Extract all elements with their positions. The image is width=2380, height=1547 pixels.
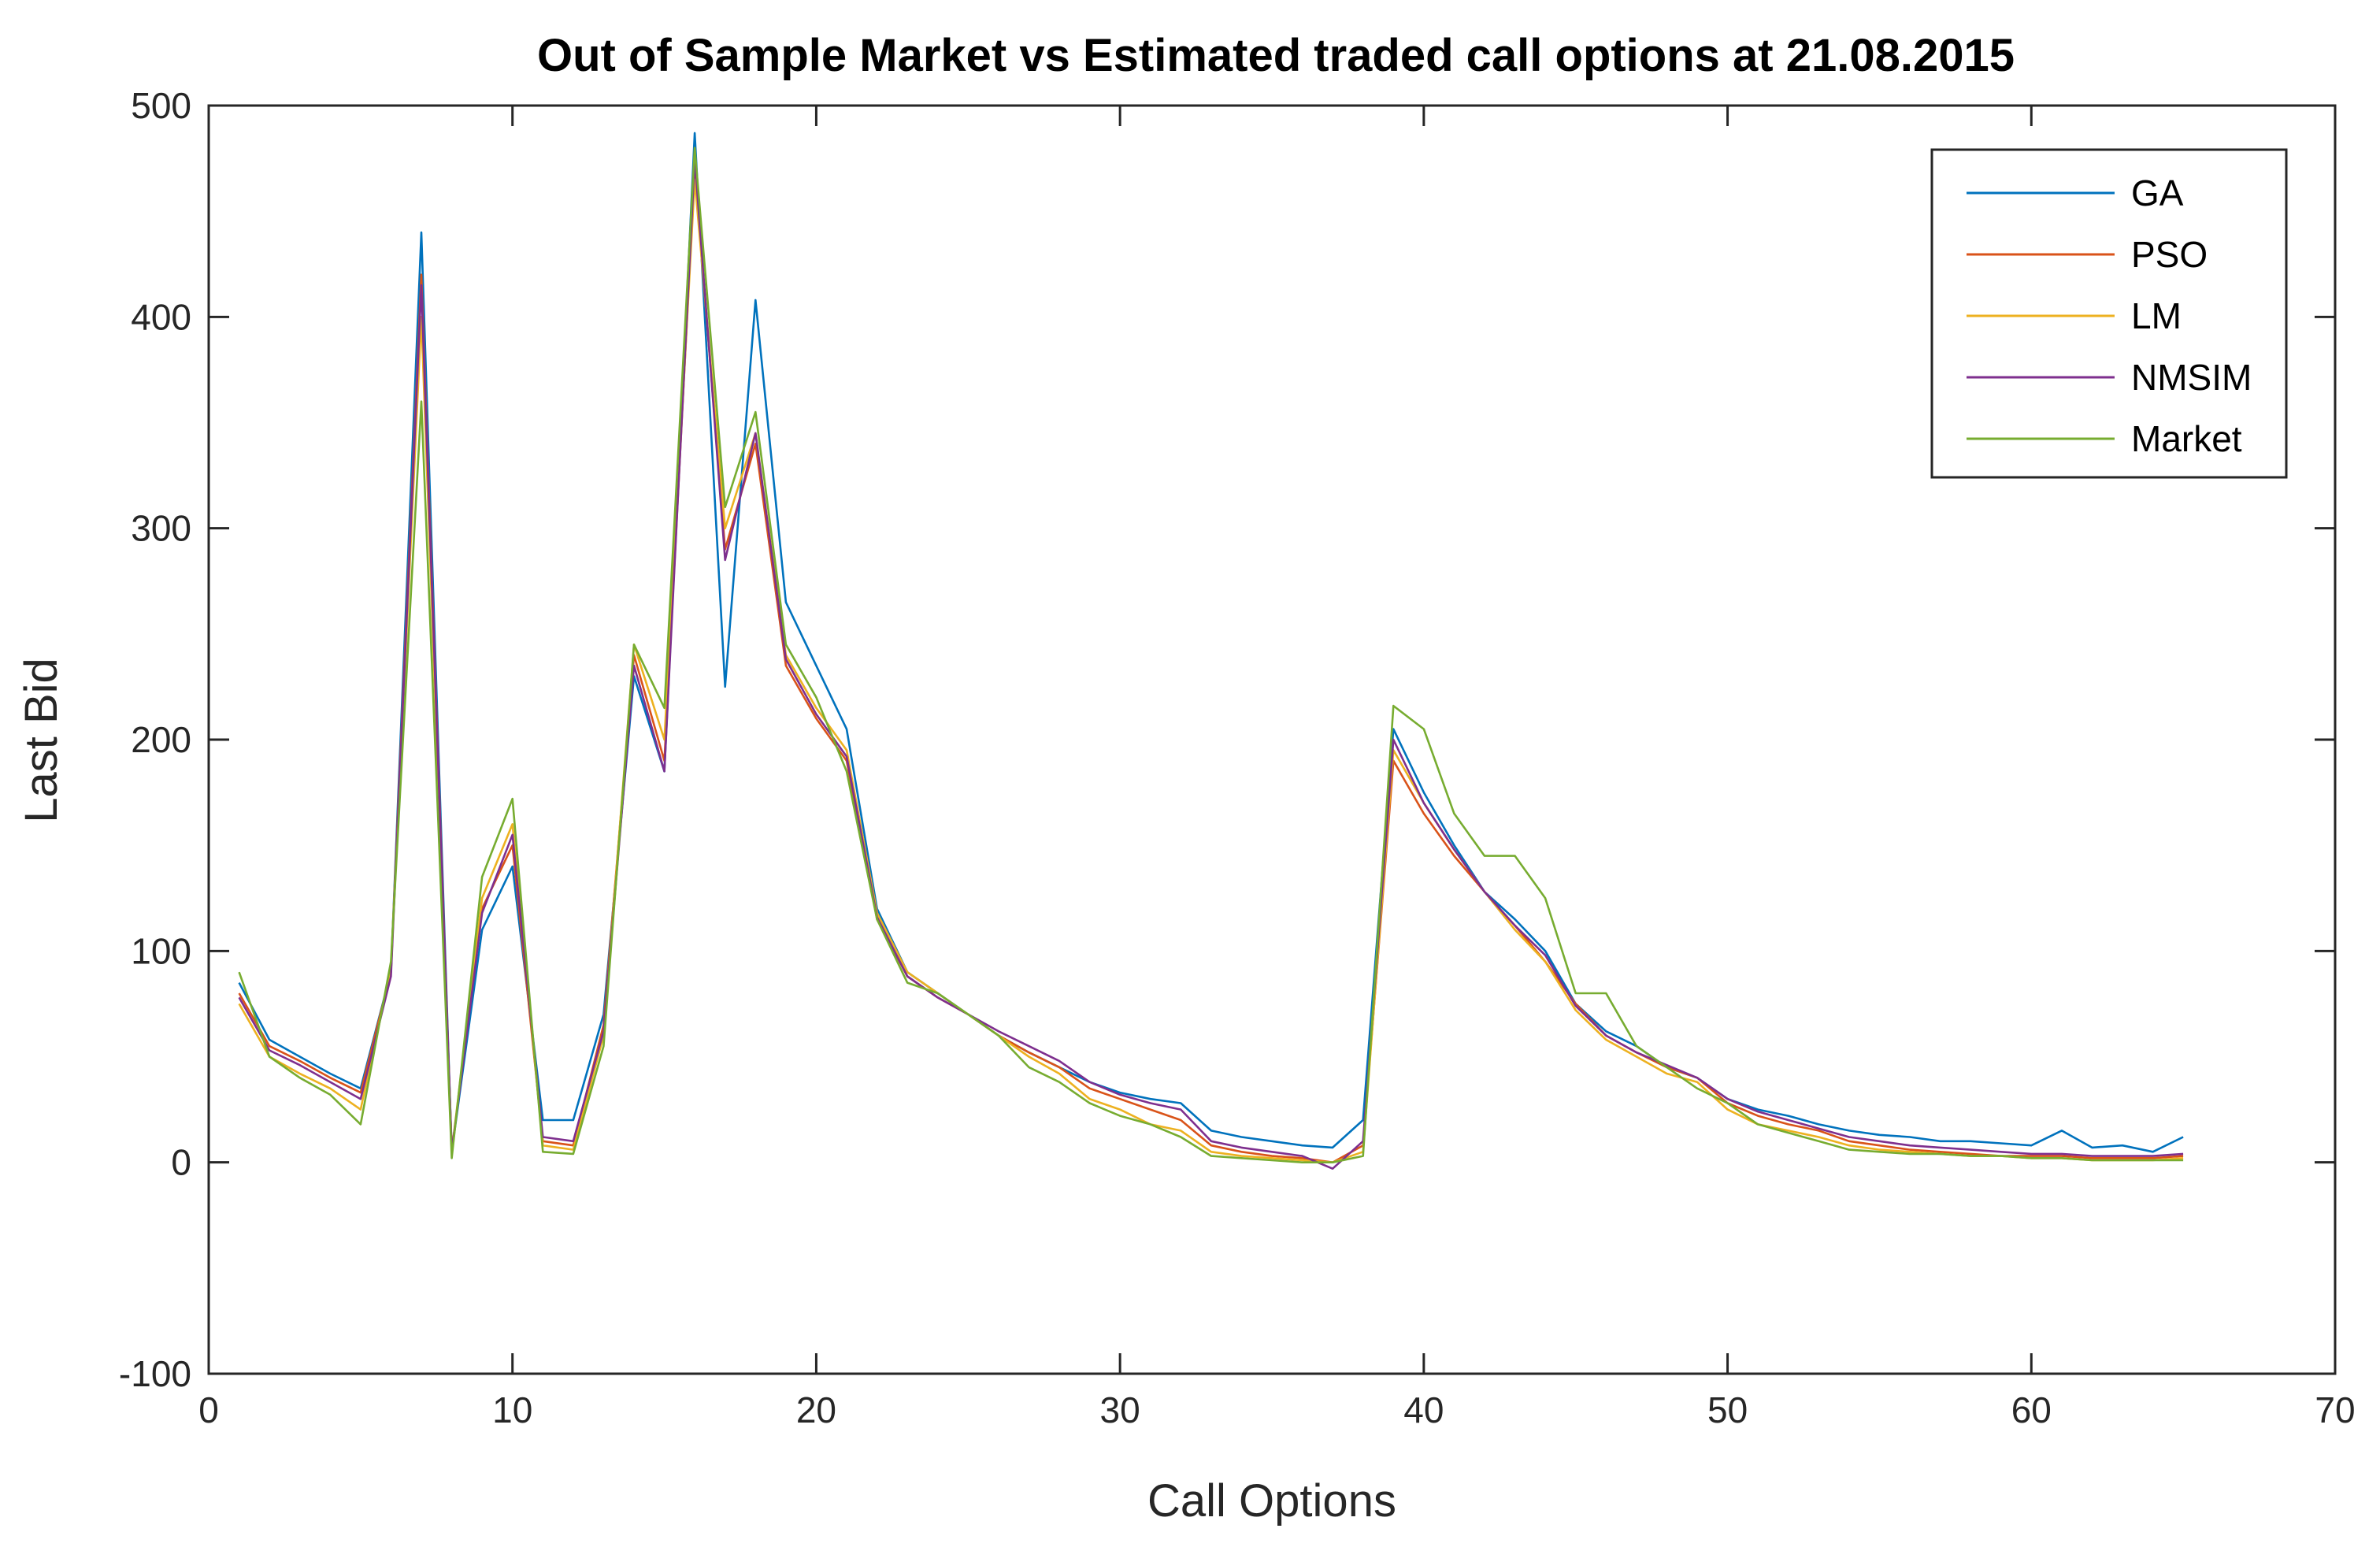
y-tick-label: -100	[119, 1353, 191, 1394]
legend-label-nmsim: NMSIM	[2131, 357, 2252, 398]
x-tick-label: 20	[796, 1389, 836, 1430]
legend: GA PSO LM NMSIM Market	[1930, 148, 2288, 479]
series-line-market	[238, 147, 2184, 1163]
y-tick-label: 0	[171, 1142, 191, 1183]
y-tick-label: 300	[131, 508, 191, 549]
chart-title: Out of Sample Market vs Estimated traded…	[537, 30, 2015, 81]
y-tick-label: 500	[131, 85, 191, 126]
x-tick-label: 10	[492, 1389, 532, 1430]
x-tick-label: 30	[1100, 1389, 1140, 1430]
x-axis-label: Call Options	[1147, 1475, 1396, 1527]
y-tick-label: 200	[131, 719, 191, 760]
legend-label-market: Market	[2131, 418, 2242, 459]
legend-label-pso: PSO	[2131, 234, 2208, 275]
series-line-ga	[238, 132, 2184, 1153]
x-tick-label: 60	[2011, 1389, 2052, 1430]
legend-label-ga: GA	[2131, 173, 2184, 213]
axis-ticks	[207, 104, 2337, 1375]
x-tick-label: 70	[2315, 1389, 2355, 1430]
legend-label-lm: LM	[2131, 295, 2182, 336]
x-tick-labels: 0 10 20 30 40 50 60 70	[198, 1389, 2355, 1430]
series-line-lm	[238, 178, 2184, 1163]
series-lines	[238, 132, 2184, 1170]
y-tick-label: 100	[131, 930, 191, 971]
x-tick-label: 50	[1707, 1389, 1748, 1430]
series-line-nmsim	[238, 157, 2184, 1170]
y-axis-label: Last Bid	[16, 658, 67, 823]
series-line-pso	[238, 168, 2184, 1163]
y-tick-label: 400	[131, 296, 191, 337]
legend-box	[1930, 148, 2288, 479]
x-tick-label: 0	[198, 1389, 219, 1430]
x-tick-label: 40	[1403, 1389, 1444, 1430]
y-tick-labels: -100 0 100 200 300 400 500	[119, 85, 191, 1394]
